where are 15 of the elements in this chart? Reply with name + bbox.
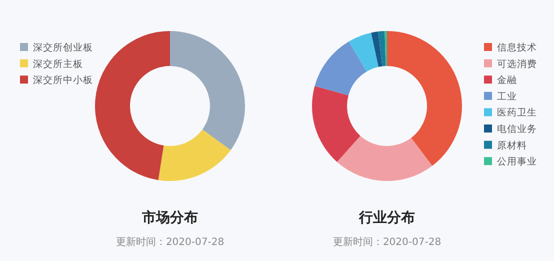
text: 市场分布 [141,209,198,226]
text: 更新时间：2020-07-28 [116,236,224,248]
legend-label: 电信业务 [497,123,537,135]
legend-label: 金融 [497,74,517,86]
legend-label: 公用事业 [497,156,537,168]
legend-label: 深交所中小板 [33,74,93,86]
legend-label: 深交所创业板 [33,42,93,54]
legend-label: 深交所主板 [33,58,83,70]
text: 行业分布 [358,210,415,226]
legend-label: 可选消费 [497,58,537,70]
legend-label: 信息技术 [497,42,537,54]
legend-label: 原材料 [497,139,527,152]
legend-label: 工业 [497,90,517,102]
legend-label: 医药卫生 [497,106,537,119]
text: 更新时间：2020-07-28 [332,236,442,248]
